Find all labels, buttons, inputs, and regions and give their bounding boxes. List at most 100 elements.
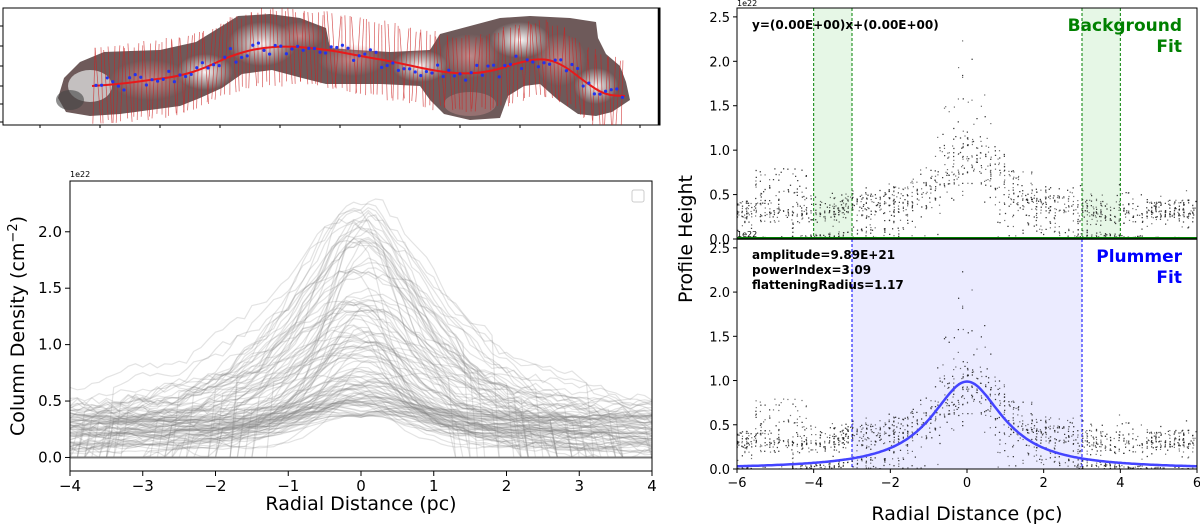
scatter-point (885, 432, 887, 434)
scatter-point (877, 432, 879, 434)
scatter-point (925, 397, 927, 399)
scatter-point (801, 465, 803, 467)
scatter-point (1140, 424, 1142, 426)
scatter-point (751, 216, 753, 218)
scatter-point (778, 220, 780, 222)
scatter-point (973, 398, 975, 401)
scatter-point (861, 207, 863, 209)
scatter-point (799, 416, 801, 418)
scatter-point (1182, 207, 1185, 210)
scatter-point (1031, 189, 1033, 191)
scatter-point (880, 208, 882, 210)
scatter-point (924, 235, 926, 237)
scatter-point (893, 210, 895, 212)
scatter-point (845, 203, 847, 205)
scatter-point (1092, 445, 1094, 447)
scatter-point (787, 209, 789, 211)
scatter-point (906, 444, 909, 446)
scatter-point (1182, 214, 1184, 216)
scatter-point (1082, 466, 1084, 468)
scatter-point (1109, 448, 1111, 450)
map-point (598, 92, 602, 96)
scatter-point (1190, 210, 1192, 212)
scatter-point (769, 417, 771, 419)
profile-line (70, 392, 652, 446)
profile-line (70, 401, 652, 428)
scatter-point (1012, 417, 1014, 419)
profile-line (70, 354, 652, 458)
scatter-point (953, 393, 955, 395)
scatter-point (1033, 425, 1036, 427)
profile-line (70, 219, 652, 459)
scatter-point (847, 211, 849, 213)
scatter-point (1033, 197, 1035, 199)
scatter-point (1160, 440, 1162, 442)
profile-line (70, 209, 652, 448)
ytick-label: 1.5 (709, 100, 730, 115)
scatter-point (898, 465, 900, 467)
scatter-point (1183, 433, 1185, 435)
scatter-point (1168, 203, 1170, 205)
scatter-point (922, 422, 924, 424)
scatter-point (962, 307, 964, 309)
scatter-point (764, 466, 766, 468)
scatter-point (894, 431, 896, 433)
scatter-point (1183, 204, 1185, 206)
scatter-point (1146, 455, 1148, 458)
scatter-point (962, 194, 964, 196)
scatter-point (1009, 175, 1011, 177)
scatter-point (1094, 215, 1096, 217)
scatter-point (925, 414, 927, 416)
scatter-point (1169, 199, 1171, 201)
scatter-point (962, 305, 964, 307)
scatter-point (851, 230, 853, 232)
scatter-point (947, 383, 949, 385)
scatter-point (916, 422, 918, 424)
scatter-point (843, 443, 845, 445)
scatter-point (1086, 203, 1088, 205)
scatter-point (1094, 445, 1096, 447)
scatter-point (1077, 452, 1079, 455)
scatter-point (796, 215, 798, 217)
scatter-point (1159, 431, 1161, 433)
scatter-point (907, 203, 909, 205)
scatter-point (833, 438, 835, 440)
scatter-point (819, 444, 821, 446)
scatter-point (1017, 407, 1019, 409)
scatter-point (884, 192, 886, 194)
scatter-point (1079, 451, 1081, 453)
scatter-point (985, 410, 987, 412)
scatter-point (1139, 235, 1141, 237)
scatter-point (888, 219, 891, 222)
scatter-point (1077, 430, 1079, 432)
scatter-point (1104, 435, 1107, 437)
scatter-point (1146, 429, 1148, 431)
scatter-point (999, 452, 1001, 454)
scatter-point (912, 432, 914, 434)
scatter-point (877, 204, 879, 206)
scatter-point (946, 399, 949, 401)
scatter-point (1114, 215, 1116, 218)
scatter-point (746, 467, 748, 469)
scatter-point (1097, 213, 1099, 215)
scatter-point (862, 440, 864, 442)
scatter-point (778, 430, 780, 432)
scatter-point (1156, 446, 1158, 448)
scatter-point (744, 444, 746, 446)
scatter-point (824, 440, 826, 442)
scatter-point (755, 210, 757, 212)
scatter-point (1126, 440, 1128, 442)
scatter-point (994, 189, 997, 191)
profile-line (70, 331, 652, 459)
map-point (324, 51, 328, 55)
scatter-point (920, 169, 922, 171)
scatter-point (1178, 439, 1180, 441)
scatter-point (1011, 170, 1013, 173)
scatter-point (1173, 212, 1175, 214)
map-point (284, 52, 288, 56)
scatter-point (828, 235, 830, 237)
scatter-point (1138, 235, 1140, 237)
scatter-point (826, 436, 828, 438)
scatter-point (792, 442, 795, 444)
scatter-point (888, 419, 890, 421)
